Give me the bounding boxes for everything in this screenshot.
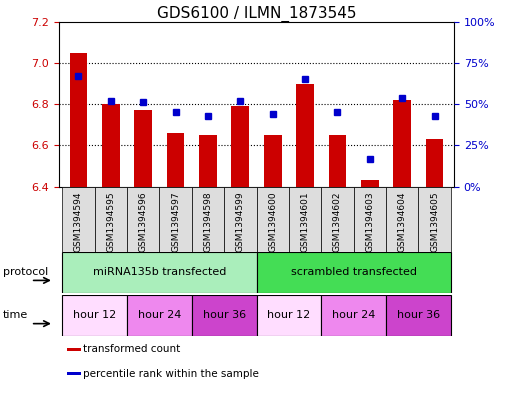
Text: GSM1394604: GSM1394604 [398,192,407,252]
Bar [167,133,185,187]
Bar [134,110,152,187]
Text: GSM1394597: GSM1394597 [171,192,180,252]
Bar [419,187,451,252]
Text: GSM1394595: GSM1394595 [106,192,115,252]
Text: GSM1394602: GSM1394602 [333,192,342,252]
Bar [62,252,256,293]
Bar [296,83,314,187]
Bar [393,100,411,187]
Text: GSM1394594: GSM1394594 [74,192,83,252]
Bar [353,187,386,252]
Text: hour 24: hour 24 [137,310,181,320]
Text: miRNA135b transfected: miRNA135b transfected [93,267,226,277]
Text: GSM1394605: GSM1394605 [430,192,439,252]
Text: GSM1394603: GSM1394603 [365,192,374,252]
Bar [62,187,94,252]
Text: transformed count: transformed count [83,344,180,354]
Text: GSM1394598: GSM1394598 [204,192,212,252]
Text: protocol: protocol [3,267,48,277]
Bar [127,187,160,252]
Bar [70,53,87,187]
Text: hour 12: hour 12 [73,310,116,320]
Bar [256,252,451,293]
Text: hour 36: hour 36 [203,310,246,320]
Bar [361,180,379,187]
Text: scrambled transfected: scrambled transfected [291,267,417,277]
Bar [192,295,256,336]
Bar [199,135,217,187]
Bar [160,187,192,252]
Bar [102,104,120,187]
Bar [321,295,386,336]
Text: percentile rank within the sample: percentile rank within the sample [83,369,259,379]
Text: hour 24: hour 24 [332,310,376,320]
Text: GSM1394601: GSM1394601 [301,192,309,252]
Text: GSM1394600: GSM1394600 [268,192,277,252]
Text: GDS6100 / ILMN_1873545: GDS6100 / ILMN_1873545 [157,6,356,22]
Bar [231,106,249,187]
Bar [426,139,443,187]
Text: GSM1394596: GSM1394596 [139,192,148,252]
Bar [386,187,419,252]
Bar [67,348,81,351]
Bar [256,187,289,252]
Text: time: time [3,310,28,320]
Text: hour 12: hour 12 [267,310,310,320]
Bar [264,135,282,187]
Bar [289,187,321,252]
Bar [94,187,127,252]
Bar [328,135,346,187]
Bar [256,295,321,336]
Bar [321,187,353,252]
Bar [386,295,451,336]
Bar [67,372,81,375]
Bar [127,295,192,336]
Bar [62,295,127,336]
Bar [192,187,224,252]
Text: hour 36: hour 36 [397,310,440,320]
Bar [224,187,256,252]
Text: GSM1394599: GSM1394599 [236,192,245,252]
